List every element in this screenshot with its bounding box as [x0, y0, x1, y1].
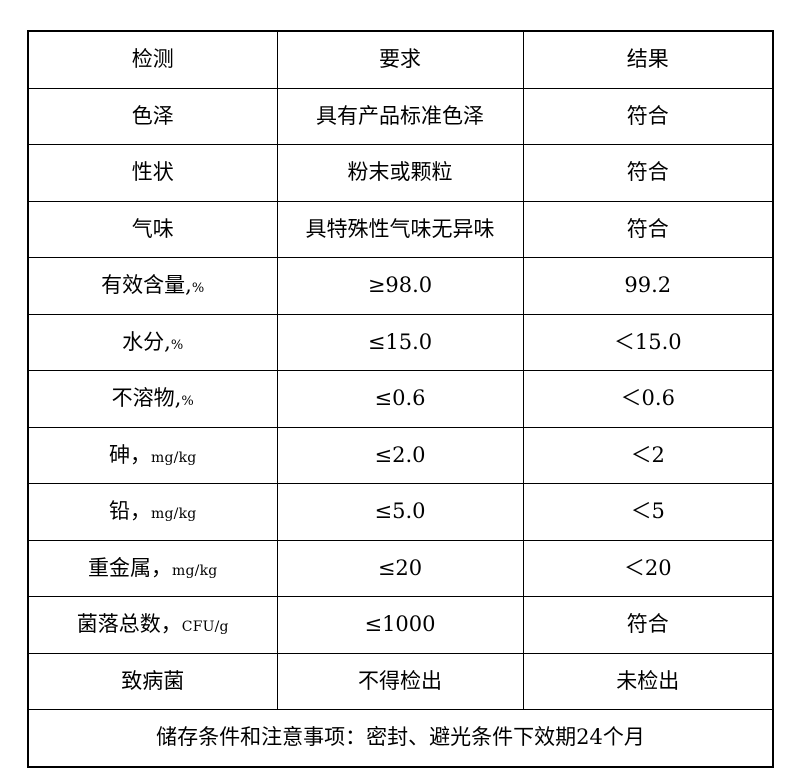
cell-result: 99.2: [522, 257, 774, 315]
item-name: 性状: [131, 160, 174, 185]
cell-item: 气味: [27, 200, 278, 258]
storage-note-cell: 储存条件和注意事项：密封、避光条件下效期24个月: [27, 709, 774, 767]
cell-item: 不溶物,%: [27, 370, 278, 428]
cell-result: ＜5: [522, 483, 774, 541]
column-header-item-label: 检测: [131, 47, 174, 72]
result-value: ＜20: [623, 555, 672, 580]
item-name: 重金属，: [88, 555, 173, 580]
table-row: 水分,% ≤15.0 ＜15.0: [27, 313, 774, 371]
result-value: ＜2: [630, 442, 665, 467]
cell-requirement: ≤15.0: [276, 313, 524, 371]
item-name: 色泽: [131, 103, 174, 128]
result-value: 99.2: [624, 273, 672, 298]
table-row: 有效含量,% ≥98.0 99.2: [27, 257, 774, 315]
table-row: 砷，mg/kg ≤2.0 ＜2: [27, 426, 774, 484]
cell-requirement: ≥98.0: [276, 257, 524, 315]
result-value: 未检出: [616, 668, 680, 693]
cell-item: 水分,%: [27, 313, 278, 371]
cell-item: 砷，mg/kg: [27, 426, 278, 484]
table-row: 不溶物,% ≤0.6 ＜0.6: [27, 370, 774, 428]
table-row: 铅，mg/kg ≤5.0 ＜5: [27, 483, 774, 541]
cell-result: 符合: [522, 200, 774, 258]
cell-item: 有效含量,%: [27, 257, 278, 315]
cell-item: 性状: [27, 144, 278, 202]
item-name: 砷，: [109, 442, 152, 467]
item-name: 有效含量,: [101, 273, 192, 298]
item-unit: %: [181, 394, 194, 410]
requirement-value: ≥98.0: [367, 273, 433, 298]
item-name: 水分,: [122, 329, 171, 354]
result-value: 符合: [626, 103, 669, 128]
item-unit: CFU/g: [181, 619, 229, 636]
cell-result: 符合: [522, 144, 774, 202]
document-page: 检测 要求 结果 色泽 具有产品标准色泽 符合: [27, 30, 774, 768]
requirement-value: ≤20: [377, 555, 423, 580]
cell-requirement: ≤20: [276, 539, 524, 597]
column-header-requirement-label: 要求: [379, 47, 421, 72]
requirement-value: ≤1000: [364, 612, 436, 637]
table-body: 检测 要求 结果 色泽 具有产品标准色泽 符合: [27, 30, 774, 767]
table-row: 重金属，mg/kg ≤20 ＜20: [27, 539, 774, 597]
cell-requirement: 具特殊性气味无异味: [276, 200, 524, 258]
cell-item: 铅，mg/kg: [27, 483, 278, 541]
requirement-value: 粉末或颗粒: [347, 160, 453, 185]
table-header-row: 检测 要求 结果: [27, 30, 774, 89]
cell-requirement: 粉末或颗粒: [276, 144, 524, 202]
requirement-value: 具有产品标准色泽: [316, 103, 484, 128]
cell-requirement: ≤2.0: [276, 426, 524, 484]
cell-result: 未检出: [522, 652, 774, 710]
item-unit: mg/kg: [172, 562, 218, 579]
table-row: 性状 粉末或颗粒 符合: [27, 144, 774, 202]
requirement-value: ≤5.0: [374, 499, 426, 524]
cell-requirement: ≤0.6: [276, 370, 524, 428]
cell-requirement: 不得检出: [276, 652, 524, 710]
item-unit: mg/kg: [151, 506, 197, 523]
cell-item: 致病菌: [27, 652, 278, 710]
table-row: 气味 具特殊性气味无异味 符合: [27, 200, 774, 258]
cell-item: 菌落总数，CFU/g: [27, 596, 278, 654]
column-header-result-label: 结果: [626, 47, 669, 72]
item-name: 不溶物,: [111, 386, 182, 411]
requirement-value: ≤0.6: [374, 386, 426, 411]
cell-result: ＜15.0: [522, 313, 774, 371]
result-value: 符合: [626, 612, 669, 637]
cell-result: 符合: [522, 596, 774, 654]
cell-result: 符合: [522, 87, 774, 145]
cell-item: 重金属，mg/kg: [27, 539, 278, 597]
cell-result: ＜20: [522, 539, 774, 597]
result-value: ＜0.6: [620, 386, 675, 411]
cell-item: 色泽: [27, 87, 278, 145]
column-header-item: 检测: [27, 30, 278, 89]
table-row: 色泽 具有产品标准色泽 符合: [27, 87, 774, 145]
cell-result: ＜2: [522, 426, 774, 484]
requirement-value: 不得检出: [358, 668, 442, 693]
table-footer-row: 储存条件和注意事项：密封、避光条件下效期24个月: [27, 709, 774, 767]
column-header-requirement: 要求: [276, 30, 524, 89]
item-name: 铅，: [109, 499, 152, 524]
cell-requirement: ≤5.0: [276, 483, 524, 541]
requirement-value: ≤2.0: [374, 442, 426, 467]
requirement-value: 具特殊性气味无异味: [305, 216, 495, 241]
column-header-result: 结果: [522, 30, 774, 89]
cell-result: ＜0.6: [522, 370, 774, 428]
item-name: 菌落总数，: [76, 612, 182, 637]
table-row: 菌落总数，CFU/g ≤1000 符合: [27, 596, 774, 654]
result-value: 符合: [626, 216, 669, 241]
item-unit: mg/kg: [151, 449, 197, 466]
result-value: ＜15.0: [613, 329, 682, 354]
cell-requirement: 具有产品标准色泽: [276, 87, 524, 145]
result-value: 符合: [626, 160, 669, 185]
cell-requirement: ≤1000: [276, 596, 524, 654]
item-name: 气味: [131, 216, 174, 241]
requirement-value: ≤15.0: [367, 329, 433, 354]
table-row: 致病菌 不得检出 未检出: [27, 652, 774, 710]
item-unit: %: [191, 281, 205, 297]
item-name: 致病菌: [121, 668, 185, 693]
specification-table: 检测 要求 结果 色泽 具有产品标准色泽 符合: [27, 30, 774, 768]
result-value: ＜5: [630, 499, 665, 524]
storage-note-text: 储存条件和注意事项：密封、避光条件下效期24个月: [156, 725, 645, 750]
item-unit: %: [170, 337, 184, 353]
